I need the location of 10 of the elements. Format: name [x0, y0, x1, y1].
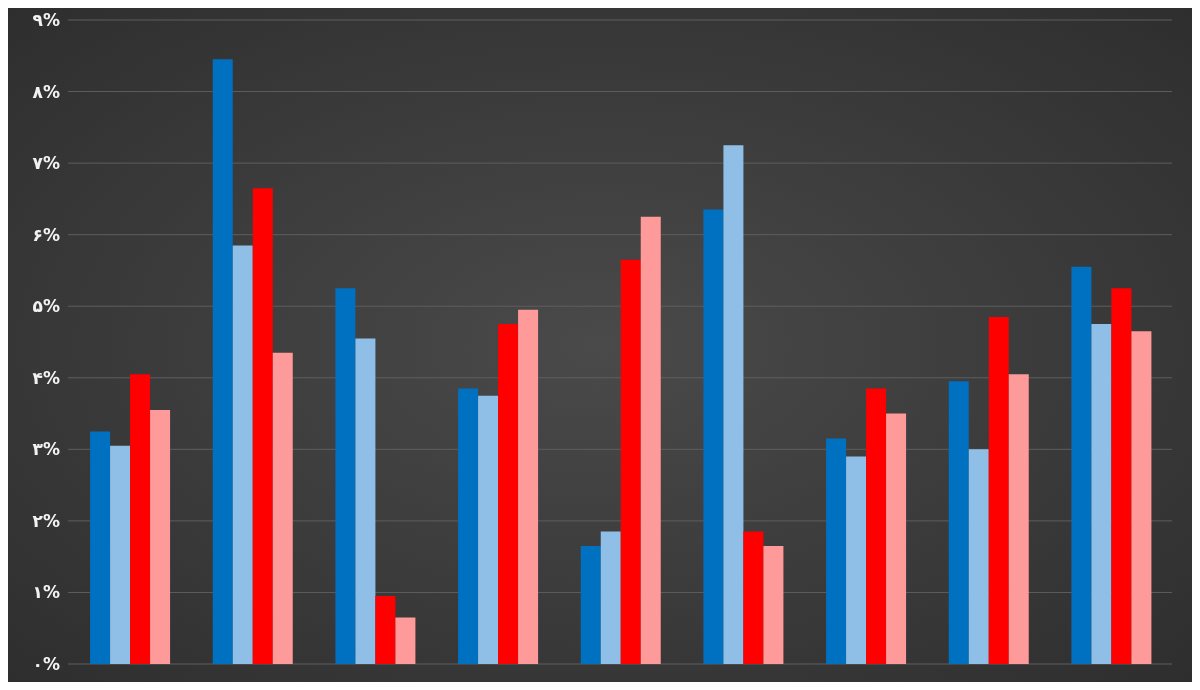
y-tick-label: ۲% [32, 510, 60, 531]
y-tick-label: ۸% [32, 81, 60, 102]
y-tick-label: ۷% [32, 153, 60, 174]
y-tick-label: ۱% [32, 582, 60, 603]
y-tick-label: ۰% [32, 654, 60, 675]
y-tick-label: ۶% [32, 224, 60, 245]
y-tick-label: ۹% [32, 10, 60, 31]
y-tick-label: ۴% [32, 367, 60, 388]
y-tick-label: ۵% [32, 296, 60, 317]
y-tick-label: ۳% [32, 439, 60, 460]
